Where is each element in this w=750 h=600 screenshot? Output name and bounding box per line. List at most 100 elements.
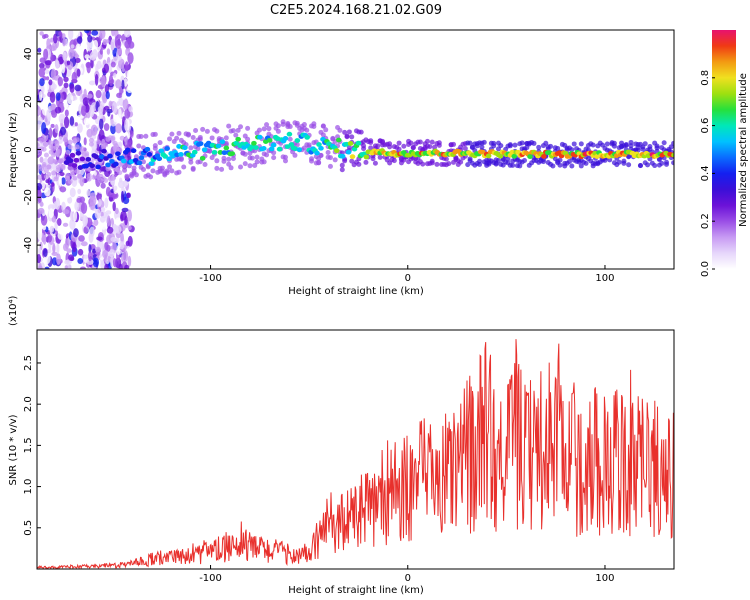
heatmap-cell [647, 144, 653, 150]
heatmap-cell [401, 143, 407, 149]
heatmap-cell [77, 258, 84, 265]
heatmap-cell [621, 160, 627, 166]
heatmap-cell [136, 143, 142, 149]
heatmap-cell [112, 201, 116, 212]
heatmap-cell [53, 139, 59, 145]
heatmap-cell [37, 183, 43, 191]
heatmap-cell [429, 139, 435, 145]
heatmap-cell [245, 125, 251, 131]
heatmap-cell [176, 130, 182, 136]
heatmap-cell [43, 152, 49, 158]
heatmap-cell [214, 165, 220, 171]
heatmap-cell [242, 151, 248, 157]
heatmap-cell [54, 106, 62, 114]
heatmap-cell [42, 225, 47, 231]
heatmap-cell [64, 109, 69, 117]
heatmap-cell [100, 182, 106, 189]
heatmap-cell [106, 226, 114, 234]
heatmap-cell [467, 140, 473, 146]
heatmap-cell [44, 82, 50, 91]
heatmap-cell [119, 135, 125, 141]
heatmap-cell [77, 123, 83, 134]
heatmap-cell [102, 249, 109, 259]
heatmap-cell [229, 151, 236, 156]
heatmap-cell [333, 148, 340, 154]
y-tick-label: 0 [23, 146, 34, 152]
heatmap-cell [199, 155, 206, 161]
heatmap-cell [432, 144, 438, 150]
heatmap-cell [458, 159, 464, 165]
heatmap-cell [74, 169, 80, 175]
heatmap-cell [79, 176, 85, 187]
heatmap-cell [167, 164, 173, 170]
heatmap-cell [337, 127, 343, 133]
heatmap-cell [46, 171, 52, 177]
heatmap-cell [101, 225, 106, 230]
heatmap-cell [185, 132, 191, 138]
heatmap-cell [69, 210, 74, 221]
heatmap-cell [664, 161, 670, 167]
heatmap-cell [254, 159, 260, 165]
heatmap-cell [181, 164, 187, 170]
heatmap-cell [92, 39, 99, 50]
heatmap-cell [117, 58, 125, 69]
heatmap-cell [230, 156, 236, 162]
colorbar-label: Normalized spectral amplitude [738, 73, 749, 227]
heatmap-cell [115, 151, 121, 157]
heatmap-cell [80, 241, 88, 247]
heatmap-cell [124, 175, 130, 181]
heatmap-cell [46, 164, 52, 170]
heatmap-cell [304, 134, 310, 140]
heatmap-cell [67, 196, 73, 204]
colorbar-tick-label: 0.4 [700, 165, 711, 181]
heatmap-cell [105, 186, 111, 197]
heatmap-cell [37, 207, 45, 215]
heatmap-cell [113, 237, 120, 244]
heatmap-cell [76, 68, 81, 77]
heatmap-cell [226, 123, 232, 129]
heatmap-cell [51, 170, 57, 176]
heatmap-cell [44, 69, 50, 75]
heatmap-cell [156, 156, 163, 162]
heatmap-cell [113, 161, 119, 167]
heatmap-cell [58, 176, 62, 187]
heatmap-cell [223, 135, 229, 141]
heatmap-cell [99, 30, 106, 40]
heatmap-cell [275, 128, 281, 134]
heatmap-cell [59, 126, 67, 136]
heatmap-cell [616, 159, 622, 165]
heatmap-cell [57, 76, 64, 87]
heatmap-cell [64, 265, 69, 269]
heatmap-cell [64, 238, 70, 250]
heatmap-cell [266, 126, 272, 132]
heatmap-cell [201, 147, 208, 153]
heatmap-cell [67, 144, 73, 150]
colorbar: 0.0 0.2 0.4 0.6 0.8 Normalized spectral ampl… [700, 30, 749, 277]
heatmap-cell [578, 163, 584, 169]
heatmap-cell [77, 240, 81, 247]
heatmap-cell [38, 67, 46, 78]
heatmap-cell [642, 141, 648, 147]
heatmap-cell [61, 63, 66, 74]
heatmap-cell [68, 254, 74, 261]
heatmap-cell [39, 78, 45, 87]
heatmap-cell [82, 215, 88, 227]
heatmap-cell [77, 188, 82, 195]
heatmap-cell [47, 204, 55, 211]
x-tick-label: 100 [595, 573, 614, 584]
heatmap-cell [100, 76, 106, 88]
heatmap-cell [87, 251, 93, 262]
heatmap-cell [640, 146, 646, 152]
heatmap-cell [76, 197, 82, 203]
heatmap-cell [301, 122, 307, 128]
heatmap-cell [65, 191, 71, 198]
heatmap-cell [110, 61, 116, 68]
heatmap-cell [230, 128, 236, 134]
heatmap-cell [339, 153, 346, 159]
heatmap-cell [387, 144, 393, 150]
heatmap-cell [264, 122, 270, 128]
snr-x-label: Height of straight line (km) [288, 585, 424, 596]
heatmap-cell [566, 158, 572, 164]
heatmap-cell [48, 127, 53, 139]
heatmap-cell [256, 127, 262, 133]
